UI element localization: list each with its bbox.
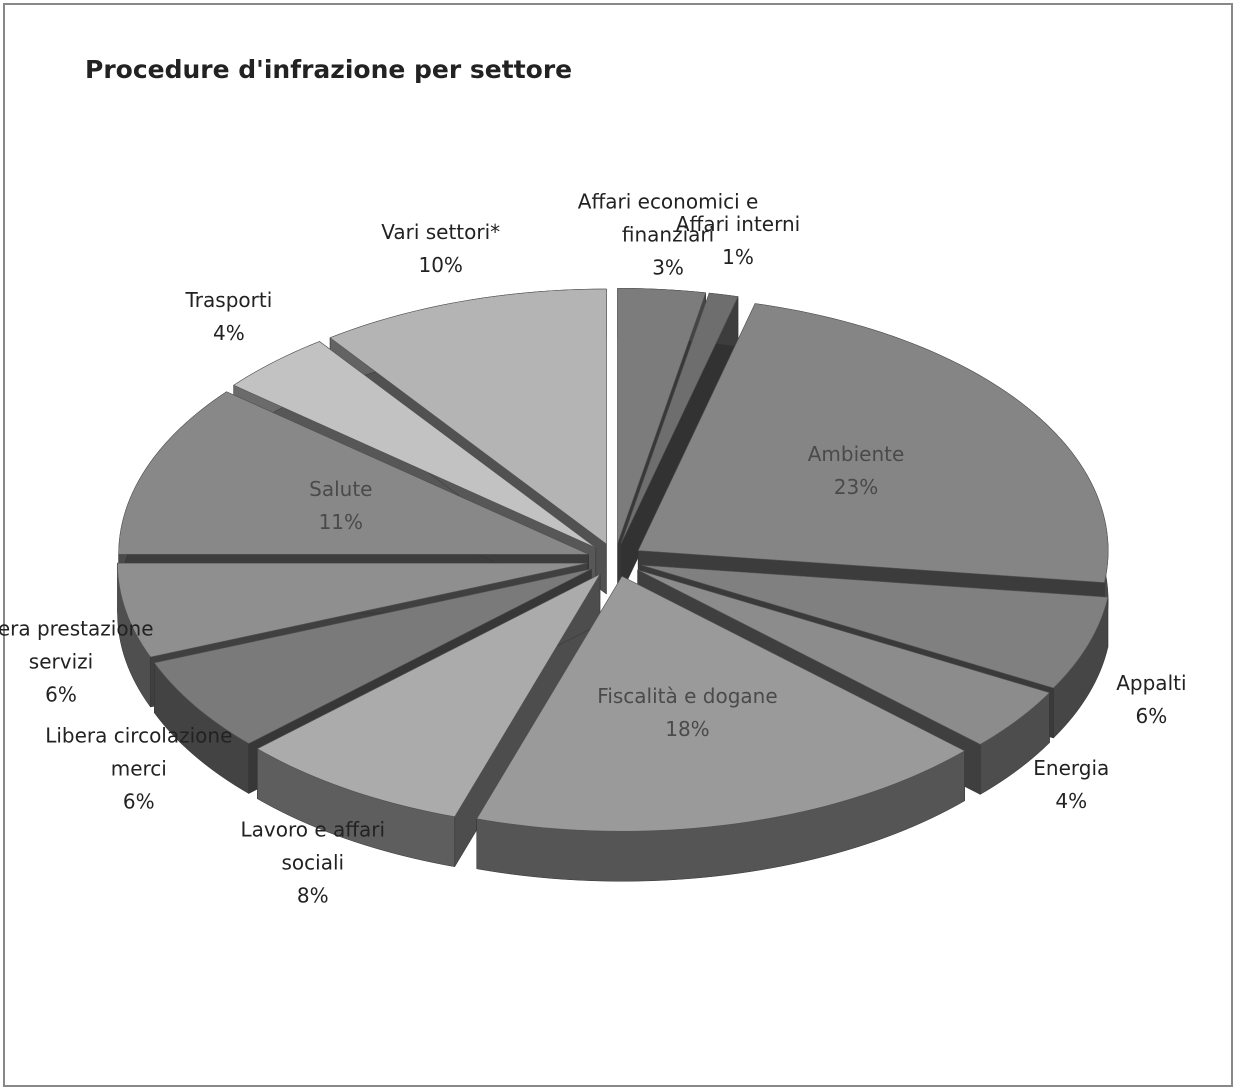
slice-group <box>256 573 601 868</box>
category-label: Appalti <box>1116 670 1187 695</box>
value-label: 4% <box>1055 788 1088 813</box>
slice <box>153 568 592 744</box>
value-label: 6% <box>122 789 155 814</box>
category-label: Libera circolazione merci <box>45 723 233 781</box>
slice-group <box>476 575 966 882</box>
slice <box>620 292 739 544</box>
data-label: Energia 4% <box>971 752 1171 818</box>
value-label: 8% <box>296 883 329 908</box>
category-label: Fiscalità e dogane <box>597 684 778 709</box>
data-label: Fiscalità e dogane 18% <box>587 680 787 746</box>
category-label: Trasporti <box>185 287 273 312</box>
value-label: 10% <box>418 252 463 277</box>
data-label: Affari interni 1% <box>638 208 838 274</box>
slice <box>256 573 601 818</box>
data-label: Ambiente 23% <box>756 438 956 504</box>
slice <box>117 562 588 658</box>
value-label: 4% <box>213 320 245 345</box>
category-label: Energia <box>1033 755 1110 780</box>
value-label: 3% <box>652 255 684 280</box>
slice <box>329 288 607 545</box>
category-label: Affari economici e finanziari <box>577 189 759 247</box>
value-label: 23% <box>833 475 879 500</box>
value-label: 1% <box>722 245 754 270</box>
data-label: Trasporti 4% <box>129 284 329 350</box>
slice <box>617 287 707 544</box>
category-label: Vari settori* <box>381 219 501 244</box>
slice-group <box>620 292 739 594</box>
data-label: Libera circolazione merci 6% <box>39 719 239 818</box>
category-label: Libera prestazione servizi <box>0 616 154 674</box>
category-label: Ambiente <box>807 442 905 467</box>
category-label: Salute <box>309 477 373 502</box>
data-label: Libera prestazione servizi 6% <box>0 613 161 712</box>
slice <box>233 341 597 549</box>
value-label: 6% <box>1135 703 1168 728</box>
category-label: Affari interni <box>675 212 801 237</box>
chart-title: Procedure d'infrazione per settore <box>85 55 573 84</box>
data-label: Salute 11% <box>241 473 441 539</box>
value-label: 11% <box>318 510 364 535</box>
data-label: Vari settori* 10% <box>341 216 541 282</box>
slice <box>641 564 1109 689</box>
slice <box>476 575 966 832</box>
slice <box>118 391 589 555</box>
slice <box>637 303 1109 583</box>
data-label: Lavoro e affari sociali 8% <box>213 814 413 913</box>
data-label: Affari economici e finanziari 3% <box>568 186 768 285</box>
data-label: Appalti 6% <box>1051 667 1236 733</box>
category-label: Lavoro e affari sociali <box>240 817 386 875</box>
value-label: 18% <box>665 717 710 742</box>
value-label: 6% <box>45 682 77 707</box>
slice <box>637 569 1051 745</box>
